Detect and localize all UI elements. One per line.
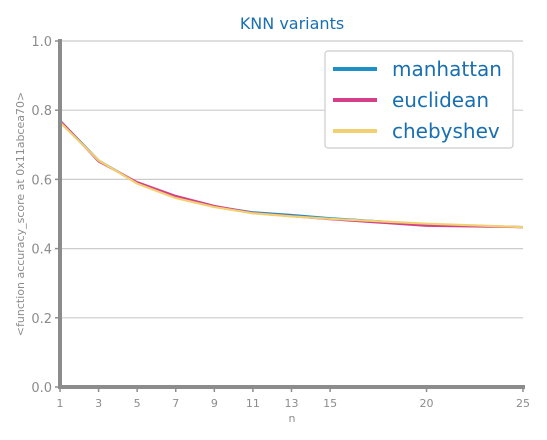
x-tick-label: 7 [172, 397, 179, 410]
series-lines [59, 119, 524, 229]
x-tick-label: 11 [246, 397, 260, 410]
y-ticks: 0.0 0.2 0.4 0.6 0.8 1.0 [31, 35, 60, 396]
legend-label-chebyshev: chebyshev [392, 119, 500, 143]
x-tick-label: 5 [134, 397, 141, 410]
y-tick-label: 0.4 [31, 243, 52, 258]
y-tick-label: 0.0 [31, 381, 52, 396]
x-tick-label: 1 [57, 397, 64, 410]
x-axis-label: n [289, 412, 296, 425]
legend-label-manhattan: manhattan [392, 57, 502, 81]
legend-box [324, 50, 514, 149]
x-tick-label: 13 [285, 397, 299, 410]
y-tick-label: 0.6 [31, 173, 52, 188]
x-tick-label: 25 [516, 397, 530, 410]
y-tick-label: 0.2 [31, 312, 52, 327]
y-tick-label: 0.8 [31, 104, 52, 119]
y-axis-label: <function accuracy_score at 0x11abcea70> [14, 92, 27, 336]
y-tick-label: 1.0 [31, 35, 52, 50]
x-tick-label: 3 [95, 397, 102, 410]
x-tick-label: 15 [323, 397, 337, 410]
legend-label-euclidean: euclidean [392, 88, 489, 112]
series-line-chebyshev [59, 121, 524, 229]
chart-title: KNN variants [240, 14, 344, 33]
x-tick-label: 9 [211, 397, 218, 410]
legend: manhattan euclidean chebyshev [324, 50, 514, 149]
x-tick-label: 20 [420, 397, 434, 410]
x-ticks: 1 3 5 7 9 11 13 15 20 25 [57, 387, 530, 410]
